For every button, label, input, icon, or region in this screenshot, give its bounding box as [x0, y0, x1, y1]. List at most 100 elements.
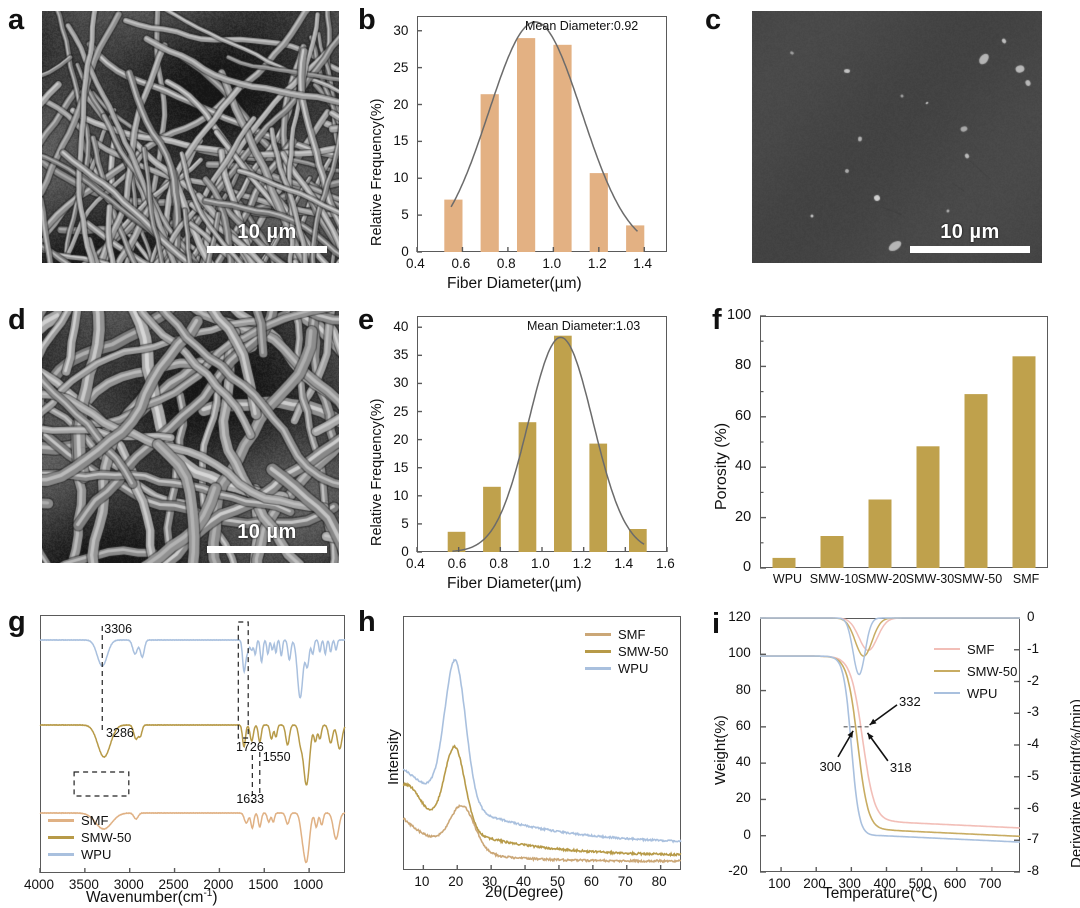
arrow-300-head: [847, 730, 854, 738]
x-axis-label-i: Temperature(°C): [823, 885, 938, 902]
spectrum-smf: [39, 811, 346, 864]
y-tick-label: 40: [735, 458, 752, 475]
legend-swatch: [48, 836, 74, 839]
x-tick-label: 20: [448, 874, 464, 889]
legend-swatch: [585, 633, 611, 636]
label-1550: 1550: [262, 750, 291, 764]
legend-label: SMF: [967, 641, 995, 657]
x-tick-label: 300: [838, 876, 861, 891]
y-tick-label: 80: [735, 357, 752, 374]
x-tick-label: 0.8: [489, 556, 509, 571]
plot-canvas-b: [416, 21, 645, 253]
panel-label-f: f: [712, 304, 722, 336]
y-tick-label: 100: [728, 645, 751, 661]
panel-g-ftir: Wavenumber(cm-1) SMF SMW-50 WPU 4000 3500 30…: [0, 600, 360, 908]
legend-item-smw-50: SMW-50: [48, 829, 131, 846]
label-300: 300: [819, 758, 842, 774]
plot-frame-h: [403, 616, 681, 870]
plot-frame-g: [40, 615, 345, 873]
y-tick-label: -20: [728, 863, 748, 878]
plot-frame-f: [760, 316, 1048, 568]
panel-h-xrd: Intensity 2θ(Degree) SMF SMW-50 WPU 10 20 30…: [355, 600, 715, 908]
x-tick-label: 1500: [248, 877, 279, 892]
plot-canvas-h: [402, 658, 682, 870]
legend-label: SMW-50: [967, 663, 1018, 679]
y-tick-label: 15: [393, 459, 409, 475]
y-tick-label: 20: [735, 790, 751, 806]
legend-swatch: [48, 819, 74, 822]
mean-diameter-annotation-e: Mean Diameter:1.03: [527, 319, 641, 333]
y-tick-label: 120: [728, 609, 751, 624]
y2-tick-label: -7: [1027, 831, 1040, 847]
histogram-bar: [626, 225, 645, 252]
panel-label-h: h: [358, 606, 376, 638]
histogram-bar: [447, 531, 466, 552]
porosity-bar: [868, 499, 892, 568]
y-tick-label: 35: [393, 347, 409, 363]
histogram-bar: [553, 44, 572, 252]
x-tick-label: 500: [908, 876, 932, 891]
x-tick-label: 3500: [68, 877, 99, 892]
panel-label-d: d: [8, 304, 26, 336]
porosity-bar: [772, 557, 796, 568]
y-axis-label-h: Intensity: [385, 729, 402, 785]
tga-wpu: [760, 655, 1021, 843]
x-tick-label: 2000: [203, 877, 234, 892]
category-label: SMW-20: [857, 572, 907, 586]
category-label: WPU: [772, 572, 803, 586]
y-tick-label: 20: [735, 508, 752, 525]
y-axis-label-b: Relative Frequency(%): [369, 98, 385, 246]
spectrum-wpu: [39, 638, 346, 699]
y-tick-label: 100: [727, 307, 752, 323]
x-tick-label: 600: [943, 876, 967, 891]
y2-tick-label: -1: [1027, 640, 1040, 656]
sem-image-a: 10 µm: [42, 11, 339, 263]
x-tick-label: 10: [414, 874, 430, 889]
x-tick-label: 80: [651, 874, 667, 889]
legend-h: SMF SMW-50 WPU: [585, 626, 668, 677]
y-axis-label-i: Weight(%): [712, 715, 729, 785]
y-tick-label: 0: [401, 544, 409, 559]
y2-tick-label: -3: [1027, 704, 1040, 720]
category-label: SMW-50: [953, 572, 1003, 586]
y-tick-label: 5: [401, 515, 409, 531]
gaussian-fit-curve: [452, 336, 645, 552]
y-tick-label: 30: [393, 375, 409, 391]
x-tick-label: 1000: [293, 877, 324, 892]
histogram-bar: [518, 422, 537, 552]
scalebar-line-c: [910, 246, 1030, 253]
legend-swatch: [934, 647, 960, 651]
histogram-bar: [517, 38, 536, 252]
porosity-bar: [1012, 356, 1036, 568]
x-tick-label: 1.0: [542, 256, 562, 271]
y-tick-label: 60: [735, 407, 752, 424]
scalebar-d: 10 µm: [207, 521, 327, 553]
x-tick-label: 400: [873, 876, 897, 891]
x-tick-label: 1.4: [614, 556, 634, 571]
category-label: SMF: [1012, 572, 1040, 586]
label-318: 318: [889, 759, 912, 775]
x-tick-label: 2500: [158, 877, 189, 892]
x-tick-label: 1.2: [587, 256, 607, 271]
x-tick-label: 0.4: [406, 256, 425, 271]
x-axis-label-g: Wavenumber(cm-1): [86, 888, 218, 907]
y-tick-label: 40: [735, 754, 751, 770]
x-tick-label: 0.6: [447, 556, 467, 571]
legend-swatch: [934, 691, 960, 695]
y-axis-label-f: Porosity (%): [713, 422, 730, 510]
y-tick-label: 40: [393, 319, 409, 335]
scalebar-c: 10 µm: [910, 221, 1030, 253]
x-tick-label: 30: [482, 874, 498, 889]
scalebar-line-a: [207, 246, 327, 253]
x-tick-label: 700: [978, 876, 1002, 891]
plot-canvas-g: [39, 621, 346, 873]
category-label: SMW-30: [905, 572, 955, 586]
histogram-bar: [480, 94, 499, 252]
spectrum-smw50: [39, 723, 346, 786]
panel-label-b: b: [358, 4, 376, 36]
y2-tick-label: -5: [1027, 767, 1040, 783]
y-tick-label: 80: [735, 681, 751, 697]
y2-tick-label: 0: [1027, 609, 1035, 624]
scalebar-line-d: [207, 546, 327, 553]
